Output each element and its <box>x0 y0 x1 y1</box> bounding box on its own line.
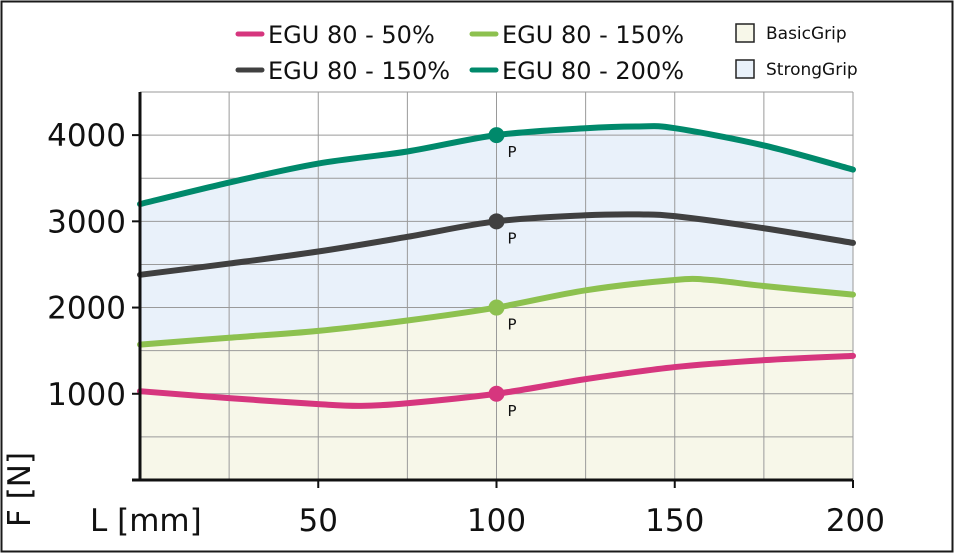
marked-points: P P P P <box>488 127 517 420</box>
x-tick-label-100: 100 <box>467 503 526 539</box>
point-marker-2 <box>488 299 505 316</box>
series-lines <box>137 123 856 409</box>
point-marker-4 <box>488 127 505 144</box>
x-tick-label-200: 200 <box>826 503 885 539</box>
x-tick-label-150: 150 <box>645 503 704 539</box>
legend-label-series-2: EGU 80 - 150% <box>268 57 450 85</box>
series-line-2 <box>137 211 856 278</box>
y-tick-label-4000: 4000 <box>47 118 126 154</box>
legend-swatch-basicgrip <box>735 23 755 43</box>
legend-swatch-stronggrip <box>735 59 755 79</box>
point-label-3: P <box>508 229 517 247</box>
y-tick-label-1000: 1000 <box>47 377 126 413</box>
point-marker-3 <box>488 213 505 230</box>
tick-labels: 1000 2000 3000 4000 50 100 150 200 <box>47 118 885 539</box>
point-label-2: P <box>508 316 517 334</box>
legend-label-series-4: EGU 80 - 200% <box>502 57 684 85</box>
y-tick-label-3000: 3000 <box>47 204 126 240</box>
legend: EGU 80 - 50% EGU 80 - 150% EGU 80 - 150%… <box>235 21 858 85</box>
series-line-1 <box>137 352 856 409</box>
axes <box>132 92 854 488</box>
legend-label-stronggrip: StrongGrip <box>766 60 858 80</box>
series-line-4 <box>137 123 856 208</box>
legend-label-series-1: EGU 80 - 50% <box>268 21 435 49</box>
point-label-4: P <box>508 143 517 161</box>
point-marker-1 <box>488 385 505 402</box>
series-line-3 <box>137 275 856 348</box>
legend-label-basicgrip: BasicGrip <box>766 24 847 44</box>
y-axis-label: F [N] <box>2 452 38 527</box>
x-axis-label: L [mm] <box>90 503 202 539</box>
point-label-1: P <box>508 402 517 420</box>
x-tick-label-50: 50 <box>299 503 338 539</box>
y-tick-label-2000: 2000 <box>47 291 126 327</box>
legend-label-series-3: EGU 80 - 150% <box>502 21 684 49</box>
